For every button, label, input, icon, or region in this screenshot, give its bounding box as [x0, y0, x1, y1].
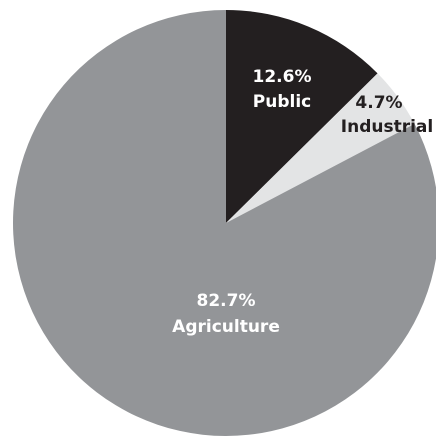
pie-labels: 12.6% Public 4.7% Industrial 82.7% Agric… — [172, 67, 433, 337]
industrial-value-label: 4.7% — [355, 93, 402, 113]
public-name-label: Public — [253, 92, 311, 112]
agriculture-name-label: Agriculture — [172, 317, 280, 337]
pie-slice-public — [226, 10, 378, 223]
agriculture-value-label: 82.7% — [197, 291, 256, 311]
industrial-name-label: Industrial — [341, 117, 433, 137]
public-value-label: 12.6% — [253, 67, 312, 87]
pie-slices — [13, 10, 436, 436]
pie-slice-agriculture — [13, 10, 436, 436]
pie-slice-industrial — [226, 73, 415, 223]
